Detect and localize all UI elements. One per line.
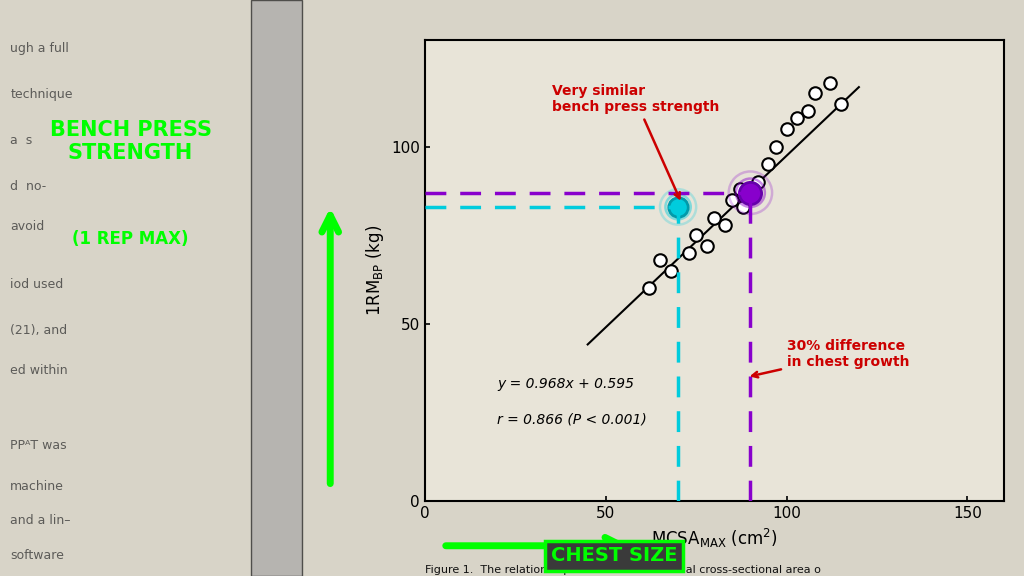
- Text: d  no-: d no-: [10, 180, 46, 193]
- Text: CHEST SIZE: CHEST SIZE: [551, 547, 678, 565]
- Text: a  s: a s: [10, 134, 33, 147]
- X-axis label: MCSA$_{\mathrm{MAX}}$ (cm$^2$): MCSA$_{\mathrm{MAX}}$ (cm$^2$): [651, 526, 777, 550]
- Text: BENCH PRESS
STRENGTH: BENCH PRESS STRENGTH: [49, 120, 212, 164]
- Text: technique: technique: [10, 88, 73, 101]
- Text: avoid: avoid: [10, 221, 44, 233]
- Text: ugh a full: ugh a full: [10, 42, 69, 55]
- Text: (21), and: (21), and: [10, 324, 68, 337]
- Text: iod used: iod used: [10, 278, 63, 291]
- Text: (1 REP MAX): (1 REP MAX): [73, 230, 188, 248]
- Text: PPᴬT was: PPᴬT was: [10, 439, 67, 452]
- Text: 30% difference
in chest growth: 30% difference in chest growth: [753, 339, 909, 377]
- Text: ed within: ed within: [10, 365, 68, 377]
- Text: machine: machine: [10, 480, 65, 492]
- Text: r = 0.866 (P < 0.001): r = 0.866 (P < 0.001): [498, 412, 647, 426]
- Text: Very similar
bench press strength: Very similar bench press strength: [552, 84, 719, 198]
- Y-axis label: 1RM$_{\mathrm{BP}}$ (kg): 1RM$_{\mathrm{BP}}$ (kg): [364, 225, 386, 316]
- Text: software: software: [10, 549, 65, 562]
- Text: and a lin–: and a lin–: [10, 514, 71, 527]
- Text: Figure 1.  The relationship between the maximal cross-sectional area o: Figure 1. The relationship between the m…: [425, 565, 821, 575]
- Text: y = 0.968x + 0.595: y = 0.968x + 0.595: [498, 377, 634, 391]
